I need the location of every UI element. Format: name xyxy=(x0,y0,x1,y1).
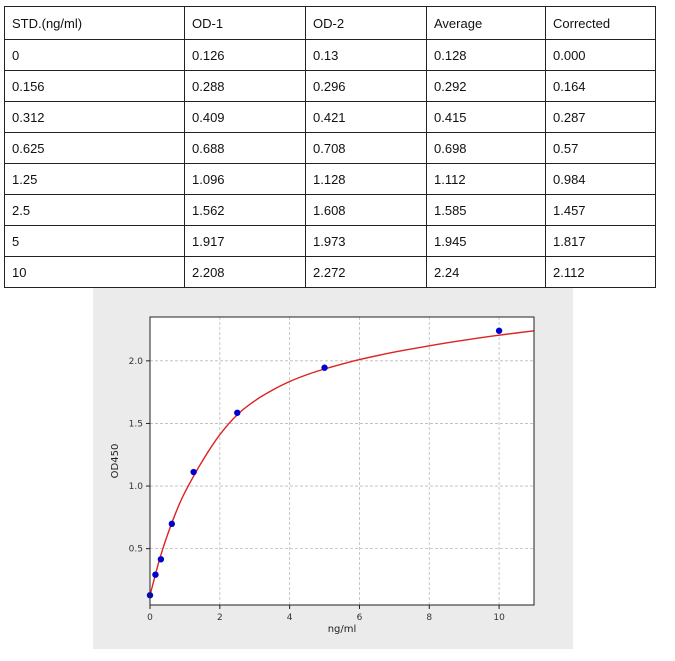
table-row: 2.5 1.562 1.608 1.585 1.457 xyxy=(4,194,656,226)
fit-curve xyxy=(149,330,535,596)
table-row: 0 0.126 0.13 0.128 0.000 xyxy=(4,39,656,71)
table-cell: 1.25 xyxy=(4,163,185,195)
header-od1: OD-1 xyxy=(184,6,306,40)
table-cell: 1.562 xyxy=(184,194,306,226)
table-cell: 1.945 xyxy=(426,225,546,257)
y-axis-title: OD450 xyxy=(110,444,121,479)
x-tick-label: 4 xyxy=(287,613,293,623)
standards-table: STD.(ng/ml) OD-1 OD-2 Average Corrected … xyxy=(4,6,656,288)
table-cell: 1.817 xyxy=(545,225,656,257)
plot-area xyxy=(150,317,534,605)
table-row: 0.156 0.288 0.296 0.292 0.164 xyxy=(4,70,656,102)
x-axis-title: ng/ml xyxy=(328,624,357,635)
table-cell: 0.421 xyxy=(305,101,427,133)
table-cell: 0.296 xyxy=(305,70,427,102)
table-cell: 1.608 xyxy=(305,194,427,226)
header-od2: OD-2 xyxy=(305,6,427,40)
plot-frame xyxy=(149,316,535,606)
table-row: 1.25 1.096 1.128 1.112 0.984 xyxy=(4,163,656,195)
table-cell: 0 xyxy=(4,39,185,71)
table-row: 5 1.917 1.973 1.945 1.817 xyxy=(4,225,656,257)
table-cell: 0.625 xyxy=(4,132,185,164)
table-cell: 10 xyxy=(4,256,185,288)
table-cell: 0.156 xyxy=(4,70,185,102)
y-tick-label: 0.5 xyxy=(129,545,143,555)
y-tick-label: 2.0 xyxy=(129,357,144,367)
x-tick-label: 10 xyxy=(493,613,505,623)
table-row: 0.625 0.688 0.708 0.698 0.57 xyxy=(4,132,656,164)
y-tick-label: 1.5 xyxy=(129,419,143,429)
data-point xyxy=(321,364,328,371)
table-cell: 0.57 xyxy=(545,132,656,164)
table-cell: 0.000 xyxy=(545,39,656,71)
data-point xyxy=(190,468,197,476)
table-header-row: STD.(ng/ml) OD-1 OD-2 Average Corrected xyxy=(4,6,656,40)
table-cell: 1.585 xyxy=(426,194,546,226)
table-cell: 1.973 xyxy=(305,225,427,257)
header-std: STD.(ng/ml) xyxy=(4,6,185,40)
header-corrected: Corrected xyxy=(545,6,656,40)
table-cell: 1.112 xyxy=(426,163,546,195)
x-tick-label: 6 xyxy=(357,613,363,623)
table-cell: 0.415 xyxy=(426,101,546,133)
x-tick-label: 8 xyxy=(426,613,432,623)
table-cell: 1.917 xyxy=(184,225,306,257)
table-cell: 0.288 xyxy=(184,70,306,102)
data-point xyxy=(157,556,165,563)
table-cell: 0.698 xyxy=(426,132,546,164)
table-cell: 2.24 xyxy=(426,256,546,288)
header-average: Average xyxy=(426,6,546,40)
table-cell: 0.287 xyxy=(545,101,656,133)
table-cell: 2.112 xyxy=(545,256,656,288)
chart-svg: 0 2 4 6 8 10 0.5 1.0 1.5 2.0 ng/ml OD450 xyxy=(110,316,535,635)
standard-curve-chart: 0 2 4 6 8 10 0.5 1.0 1.5 2.0 ng/ml OD450 xyxy=(93,288,573,649)
table-cell: 0.128 xyxy=(426,39,546,71)
table-cell: 0.688 xyxy=(184,132,306,164)
table-cell: 1.096 xyxy=(184,163,306,195)
data-point xyxy=(168,520,176,528)
table-row: 0.312 0.409 0.421 0.415 0.287 xyxy=(4,101,656,133)
table-cell: 0.13 xyxy=(305,39,427,71)
data-point xyxy=(234,409,241,416)
data-point xyxy=(152,571,159,578)
table-row: 10 2.208 2.272 2.24 2.112 xyxy=(4,256,656,288)
table-cell: 0.984 xyxy=(545,163,656,195)
table-cell: 1.457 xyxy=(545,194,656,226)
table-cell: 1.128 xyxy=(305,163,427,195)
x-tick-label: 0 xyxy=(147,613,153,623)
table-cell: 0.312 xyxy=(4,101,185,133)
data-point xyxy=(495,327,503,334)
table-cell: 0.126 xyxy=(184,39,306,71)
x-tick-label: 2 xyxy=(217,613,223,623)
table-cell: 0.292 xyxy=(426,70,546,102)
table-cell: 2.208 xyxy=(184,256,306,288)
table-cell: 2.272 xyxy=(305,256,427,288)
table-cell: 0.164 xyxy=(545,70,656,102)
table-cell: 2.5 xyxy=(4,194,185,226)
y-tick-label: 1.0 xyxy=(129,482,144,492)
table-cell: 0.708 xyxy=(305,132,427,164)
table-cell: 0.409 xyxy=(184,101,306,133)
table-cell: 5 xyxy=(4,225,185,257)
